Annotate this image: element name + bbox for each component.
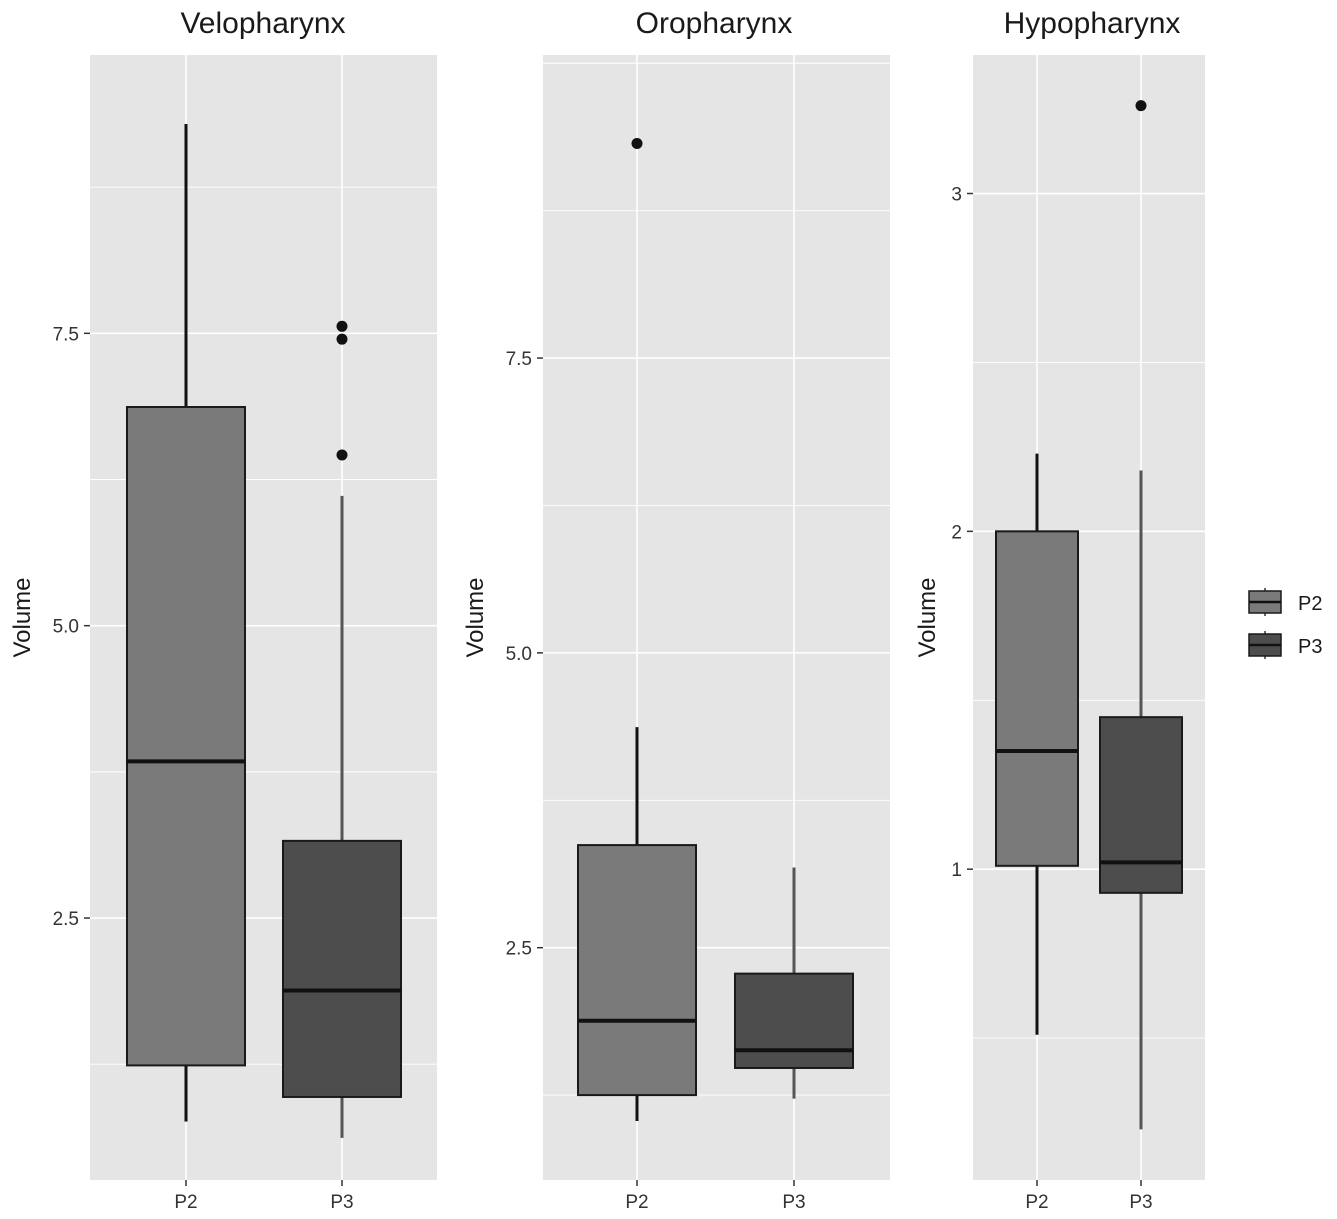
panel-velopharynx: 2.5 5.0 7.5 P2 P3 Velopharynx Volume (9, 7, 437, 1213)
x-tick-label: P3 (1129, 1192, 1152, 1213)
panel-title: Hypopharynx (1004, 7, 1181, 40)
box-p3 (734, 867, 854, 1099)
panel-title: Oropharynx (636, 7, 793, 40)
x-tick-label: P3 (330, 1192, 353, 1213)
outlier-point (336, 449, 348, 461)
y-tick-label: 2 (951, 522, 962, 543)
box-p2 (126, 123, 246, 1122)
y-tick-label: 2.5 (506, 939, 532, 960)
legend-label: P2 (1298, 593, 1322, 615)
legend-label: P3 (1298, 636, 1322, 658)
y-tick-label: 7.5 (506, 349, 532, 370)
outlier-point (336, 333, 348, 345)
y-axis-title: Volume (914, 577, 941, 657)
box-p2 (995, 453, 1079, 1035)
box-p2 (577, 137, 697, 1122)
panel-oropharynx: 2.5 5.0 7.5 P2 P3 Oropharynx Volume (462, 7, 890, 1213)
outlier-point (631, 137, 643, 149)
panel-hypopharynx: 1 2 3 P2 P3 Hypopharynx Volume (914, 7, 1205, 1213)
y-tick-label: 3 (951, 185, 962, 206)
y-axis-title: Volume (9, 577, 36, 657)
panel-title: Velopharynx (180, 7, 345, 40)
y-tick-label: 5.0 (53, 617, 79, 638)
iqr-box (1099, 716, 1183, 894)
y-tick-label: 1 (951, 860, 962, 881)
iqr-box (995, 530, 1079, 867)
outlier-point (1135, 100, 1147, 112)
iqr-box (282, 839, 402, 1098)
x-tick-label: P3 (782, 1192, 805, 1213)
iqr-box (577, 844, 697, 1097)
x-tick-label: P2 (625, 1192, 648, 1213)
box-p3 (1099, 100, 1183, 1130)
y-tick-label: 2.5 (53, 909, 79, 930)
x-tick-label: P2 (174, 1192, 197, 1213)
outlier-point (336, 320, 348, 332)
y-axis-title: Volume (462, 577, 489, 657)
y-tick-label: 5.0 (506, 644, 532, 665)
legend-item-p2: P2 (1248, 588, 1322, 616)
x-tick-label: P2 (1025, 1192, 1048, 1213)
iqr-box (734, 972, 854, 1069)
iqr-box (126, 406, 246, 1067)
y-tick-label: 7.5 (53, 324, 79, 345)
box-p3 (282, 320, 402, 1138)
legend-item-p3: P3 (1248, 631, 1322, 659)
legend: P2 P3 (1248, 588, 1322, 659)
